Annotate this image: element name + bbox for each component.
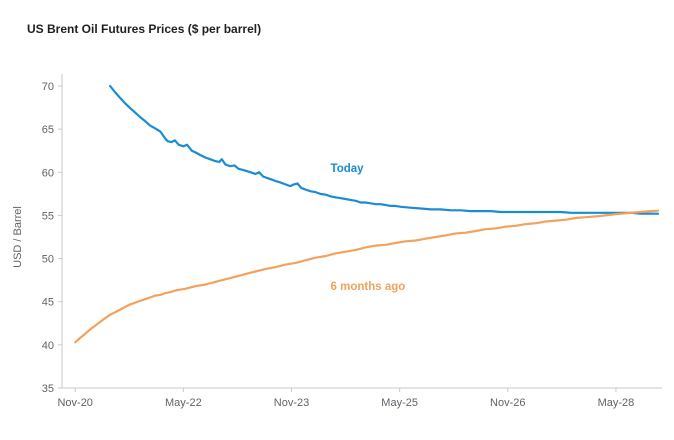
series-line-6-months-ago (74, 209, 660, 344)
series-line-today (108, 84, 660, 215)
x-tick-label: Nov-26 (490, 397, 525, 409)
y-tick-label: 70 (42, 81, 54, 93)
x-tick-label: May-22 (165, 397, 202, 409)
x-tick-label: Nov-23 (274, 397, 309, 409)
y-tick-label: 50 (42, 254, 54, 266)
y-tick-label: 60 (42, 167, 54, 179)
y-tick-label: 65 (42, 124, 54, 136)
y-tick-label: 40 (42, 340, 54, 352)
x-tick-label: May-25 (381, 397, 418, 409)
y-tick-label: 55 (42, 210, 54, 222)
series-label-today: Today (331, 163, 365, 175)
y-axis-title: USD / Barrel (12, 206, 24, 268)
chart-title: US Brent Oil Futures Prices ($ per barre… (27, 22, 262, 36)
y-tick-label: 45 (42, 297, 54, 309)
x-tick-label: May-28 (598, 397, 635, 409)
y-tick-label: 35 (42, 383, 54, 395)
x-tick-label: Nov-20 (57, 397, 92, 409)
series-label-6-months-ago: 6 months ago (331, 281, 406, 293)
